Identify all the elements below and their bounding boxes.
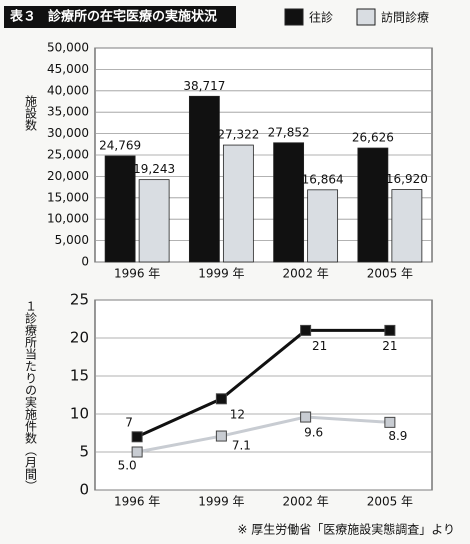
y-tick-label: 25,000 bbox=[47, 148, 89, 162]
legend-label: 往診 bbox=[309, 10, 333, 25]
y-tick-label: 10,000 bbox=[47, 212, 89, 226]
y-tick-label: 50,000 bbox=[47, 41, 89, 55]
value-label: 24,769 bbox=[99, 138, 141, 152]
x-tick-label: 2005 年 bbox=[367, 495, 413, 509]
marker bbox=[300, 324, 312, 336]
source: ※ 厚生労働省「医療施設実態調査」より bbox=[237, 522, 455, 537]
legend-swatch bbox=[284, 8, 304, 26]
y-tick-label: 0 bbox=[79, 481, 89, 499]
value-label: 26,626 bbox=[352, 131, 394, 145]
y-tick-label: 30,000 bbox=[47, 126, 89, 140]
y-tick-label: 25 bbox=[70, 291, 89, 309]
x-tick-label: 1996 年 bbox=[114, 495, 160, 509]
legend-swatch bbox=[356, 8, 376, 26]
value-label: 38,717 bbox=[183, 79, 225, 93]
bar bbox=[307, 189, 339, 263]
x-tick-label: 1999 年 bbox=[198, 267, 244, 281]
x-tick-label: 2002 年 bbox=[282, 267, 328, 281]
x-tick-label: 2002 年 bbox=[282, 495, 328, 509]
legend-label: 訪問診療 bbox=[381, 10, 429, 25]
y-tick-label: 20 bbox=[70, 329, 89, 347]
y-tick-label: 45,000 bbox=[47, 62, 89, 76]
value-label: 27,322 bbox=[217, 128, 259, 142]
bar bbox=[222, 144, 254, 263]
bar bbox=[104, 155, 136, 263]
marker bbox=[215, 430, 227, 442]
value-label: 27,852 bbox=[268, 125, 310, 139]
y-tick-label: 20,000 bbox=[47, 169, 89, 183]
value-label: 9.6 bbox=[304, 426, 323, 440]
y-tick-label: 10 bbox=[70, 405, 89, 423]
marker bbox=[384, 324, 396, 336]
y-tick-label: 35,000 bbox=[47, 105, 89, 119]
value-label: 7.1 bbox=[232, 439, 251, 453]
value-label: 8.9 bbox=[388, 429, 407, 443]
value-label: 5.0 bbox=[118, 459, 137, 473]
marker bbox=[131, 446, 143, 458]
value-label: 7 bbox=[125, 415, 133, 429]
bar bbox=[357, 147, 389, 263]
title-label: 表３ bbox=[9, 9, 36, 25]
y-axis-label: 施設数 bbox=[24, 95, 38, 132]
title-box bbox=[4, 6, 236, 28]
title: 診療所の在宅医療の実施状況 bbox=[48, 9, 217, 25]
value-label: 12 bbox=[230, 407, 245, 421]
y-tick-label: 5 bbox=[79, 443, 89, 461]
line bbox=[136, 328, 390, 439]
y-tick-label: 15 bbox=[70, 367, 89, 385]
marker bbox=[215, 393, 227, 405]
y-tick-label: 5,000 bbox=[55, 233, 89, 247]
value-label: 19,243 bbox=[133, 162, 175, 176]
y-tick-label: 15,000 bbox=[47, 190, 89, 204]
bar bbox=[273, 142, 305, 263]
value-label: 16,920 bbox=[386, 172, 428, 186]
marker bbox=[131, 431, 143, 443]
marker bbox=[384, 416, 396, 428]
plot-area bbox=[94, 299, 433, 491]
bar bbox=[391, 189, 423, 263]
y-tick-label: 0 bbox=[81, 255, 89, 269]
bar bbox=[188, 95, 220, 263]
y-tick-label: 40,000 bbox=[47, 83, 89, 97]
bar bbox=[138, 179, 170, 263]
marker bbox=[300, 411, 312, 423]
x-tick-label: 2005 年 bbox=[367, 267, 413, 281]
x-tick-label: 1999 年 bbox=[198, 495, 244, 509]
x-tick-label: 1996 年 bbox=[114, 267, 160, 281]
value-label: 21 bbox=[312, 339, 327, 353]
value-label: 21 bbox=[382, 339, 397, 353]
y-axis-label: １診療所当たりの実施件数（月間） bbox=[24, 300, 38, 492]
value-label: 16,864 bbox=[302, 172, 344, 186]
line bbox=[136, 415, 390, 454]
